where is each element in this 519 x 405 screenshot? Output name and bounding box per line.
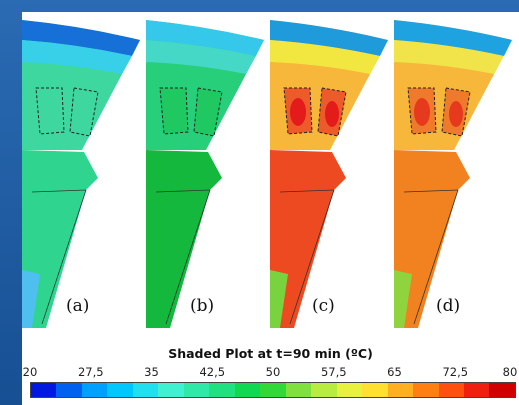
colorbar-cell <box>31 383 57 397</box>
colorbar-cell <box>234 383 261 397</box>
legend-tick-label: 50 <box>265 365 281 379</box>
rotor-boundary <box>155 189 211 193</box>
legend-tick-label: 57,5 <box>320 365 347 379</box>
colorbar-cell <box>260 383 286 397</box>
stator-yoke-band <box>394 40 504 74</box>
hot-spot <box>414 98 430 126</box>
section-panel-d <box>394 20 512 328</box>
panel-label-c: (c) <box>312 296 335 316</box>
colorbar-cell <box>56 383 82 397</box>
colorbar-cell <box>209 383 235 397</box>
panel-label-d: (d) <box>436 296 461 316</box>
legend-tick-label: 27,5 <box>77 365 104 379</box>
legend-ticks: 20 27,5 35 42,5 50 57,5 65 72,5 80 <box>22 365 519 381</box>
motor-sections <box>22 20 512 328</box>
panel-label-b: (b) <box>190 296 215 316</box>
stator-outer-band <box>22 20 140 56</box>
hot-spot <box>166 98 182 126</box>
plot-area: (a) (b) (c) (d) Shaded Plot at t=90 min … <box>22 12 519 405</box>
legend-tick-label: 80 <box>502 365 518 379</box>
colorbar-cell <box>362 383 388 397</box>
colorbar-cell <box>387 383 414 397</box>
legend-tick-label: 65 <box>387 365 402 379</box>
colorbar-cell <box>183 383 210 397</box>
legend-title: Shaded Plot at t=90 min (ºC) <box>168 346 373 361</box>
section-panel-b <box>146 20 264 328</box>
rotor-boundary <box>413 189 459 325</box>
rotor-boundary <box>403 189 459 193</box>
hot-spot <box>290 98 306 126</box>
hot-spot <box>449 101 463 127</box>
colorbar-cell <box>158 383 184 397</box>
legend-tick-label: 35 <box>144 365 159 379</box>
rotor-body <box>394 150 470 328</box>
legend-tick-label: 72,5 <box>442 365 469 379</box>
rotor-boundary <box>165 189 211 325</box>
colorbar-cell <box>311 383 337 397</box>
rotor-body <box>270 150 346 328</box>
hot-spot <box>325 101 339 127</box>
colorbar <box>30 382 516 398</box>
stator-yoke-band <box>22 40 132 74</box>
colorbar-cell <box>285 383 312 397</box>
colorbar-cell <box>132 383 159 397</box>
stator-yoke-band <box>270 40 380 74</box>
rotor-boundary <box>41 189 87 325</box>
rotor-boundary <box>279 189 335 193</box>
colorbar-cell <box>107 383 133 397</box>
shaft-region <box>270 270 288 328</box>
colorbar-cell <box>463 383 490 397</box>
colorbar-cell <box>81 383 108 397</box>
panel-label-a: (a) <box>66 296 90 316</box>
stator-yoke-band <box>146 40 256 74</box>
rotor-body <box>22 150 98 328</box>
legend-tick-label: 42,5 <box>199 365 226 379</box>
stator-outer-band <box>394 20 512 56</box>
shaft-region <box>22 270 40 328</box>
hot-spot <box>77 101 91 127</box>
shaft-region <box>394 270 412 328</box>
rotor-boundary <box>31 189 87 193</box>
shaft-region <box>146 270 164 328</box>
section-panel-a <box>22 20 140 328</box>
colorbar-cell <box>336 383 363 397</box>
stator-outer-band <box>270 20 388 56</box>
colorbar-cell <box>438 383 464 397</box>
legend-tick-label: 20 <box>22 365 38 379</box>
hot-spot <box>42 98 58 126</box>
hot-spot <box>201 101 215 127</box>
rotor-body <box>146 150 222 328</box>
rotor-boundary <box>289 189 335 325</box>
colorbar-cell <box>413 383 439 397</box>
section-panel-c <box>270 20 388 328</box>
stator-outer-band <box>146 20 264 56</box>
colorbar-cell <box>489 383 515 397</box>
